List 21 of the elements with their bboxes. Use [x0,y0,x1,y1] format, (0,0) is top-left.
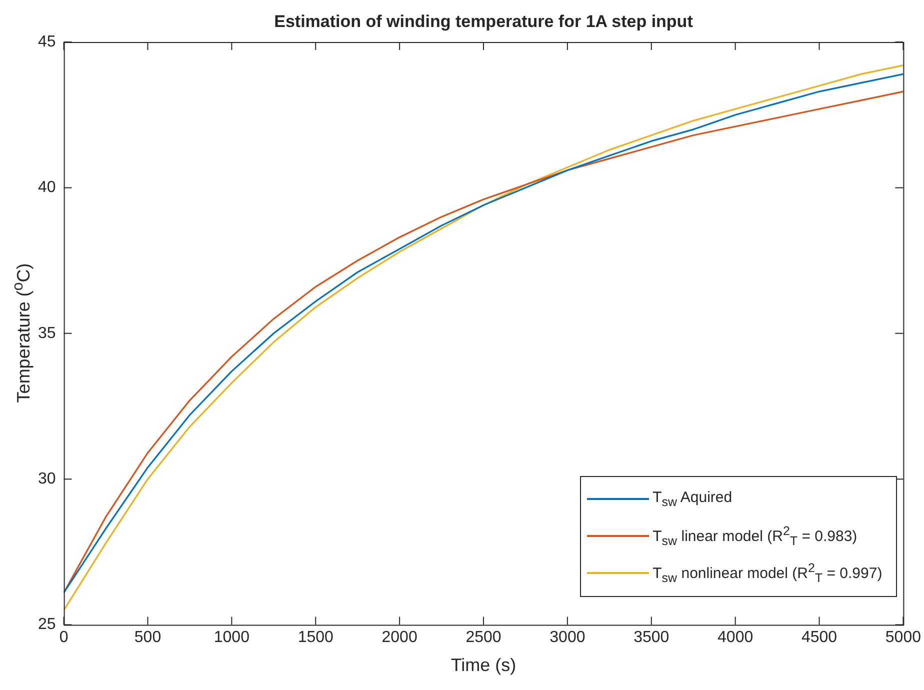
x-tick-label: 1500 [298,628,334,646]
x-tick-label: 0 [59,628,68,646]
legend-label: T$_{sw}$ linear model (R$^{2}$$_{T}$ = 0.983) [652,524,858,548]
x-axis-title: Time (s) [450,654,516,676]
x-tick-label: 3000 [550,628,586,646]
x-tick-label: 1000 [214,628,250,646]
y-tick-label: 40 [38,179,56,196]
x-tick-label: 5000 [885,628,922,646]
y-tick-label: 30 [38,470,56,488]
legend-label: T$_{sw}$ Aquired [652,489,732,510]
y-tick-label: 45 [38,33,56,50]
legend-label: T$_{sw}$ nonlinear model (R$^{2}$$_{T}$ = 0.997) [652,561,882,586]
y-tick-label: 25 [38,616,56,634]
x-tick-label: 2000 [382,628,418,646]
x-tick-label: 4000 [718,628,754,646]
x-tick-label: 2500 [466,628,502,646]
x-tick-label: 4500 [801,628,838,646]
y-tick-label: 35 [38,324,56,342]
chart-title: Estimation of winding temperature for 1A step input [274,12,693,32]
x-tick-label: 3500 [634,628,670,646]
x-tick-label: 500 [134,628,162,646]
